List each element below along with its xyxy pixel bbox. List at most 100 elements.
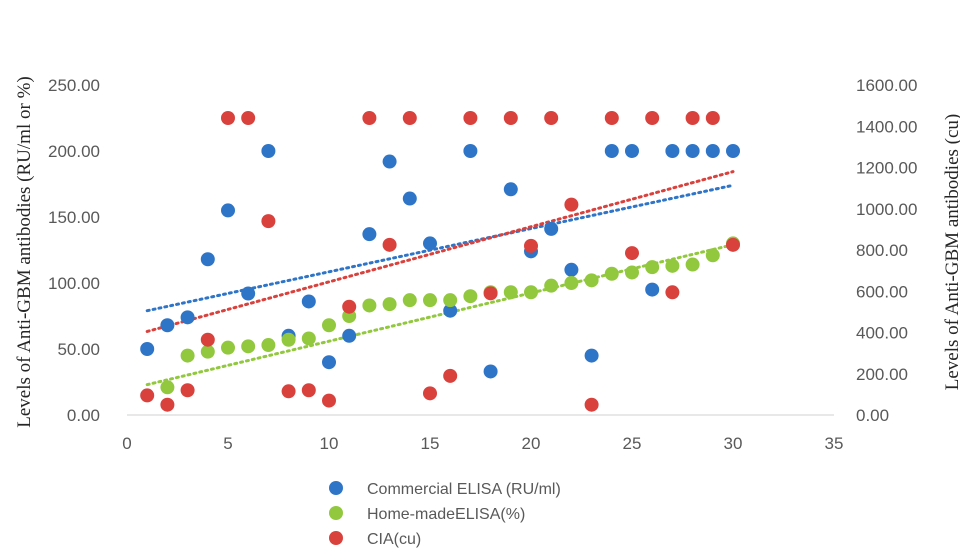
y-left-axis-title: Levels of Anti-GBM antibodies (RU/ml or …: [14, 76, 35, 427]
x-tick-label: 30: [724, 434, 743, 453]
point-series-2: [625, 265, 639, 280]
point-series-1: [322, 355, 336, 370]
point-series-3: [402, 111, 417, 125]
point-series-1: [443, 303, 458, 318]
point-series-2: [463, 289, 478, 304]
point-series-3: [301, 383, 316, 398]
point-series-3: [483, 286, 498, 301]
point-series-3: [665, 285, 680, 300]
trendline-series-3: [145, 170, 735, 333]
y-right-tick-label: 1200.00: [856, 159, 917, 178]
point-series-1: [685, 144, 700, 158]
y-right-axis-title: Levels of Anti-GBM antibodies (cu): [942, 114, 960, 391]
trendline-series-1: [145, 183, 735, 313]
point-series-1: [160, 318, 175, 333]
point-series-3: [160, 397, 175, 412]
point-series-3: [140, 388, 155, 403]
legend-marker: [329, 531, 343, 545]
y-right-tick-label: 1600.00: [856, 76, 917, 95]
point-series-2: [261, 338, 276, 353]
point-series-2: [503, 285, 518, 300]
point-series-3: [645, 111, 660, 125]
point-series-2: [645, 260, 660, 275]
y-left-tick-label: 100.00: [48, 274, 100, 293]
point-series-1: [544, 221, 559, 236]
point-series-2: [705, 248, 720, 263]
point-series-2: [443, 293, 458, 308]
point-series-3: [261, 214, 276, 229]
y-right-tick-label: 200.00: [856, 365, 908, 384]
y-right-tick-label: 0.00: [856, 406, 889, 425]
y-left-tick-label: 50.00: [57, 340, 100, 359]
point-series-3: [200, 332, 215, 347]
point-series-2: [200, 344, 215, 359]
legend-label: Commercial ELISA (RU/ml): [367, 481, 561, 498]
point-series-3: [604, 111, 619, 125]
point-series-3: [625, 246, 639, 261]
point-series-1: [564, 262, 579, 277]
point-series-2: [665, 258, 680, 273]
point-series-1: [604, 144, 619, 158]
y-right-tick-label: 400.00: [856, 324, 908, 343]
point-series-2: [180, 348, 195, 363]
point-series-2: [564, 276, 579, 290]
point-series-3: [423, 386, 437, 401]
point-series-3: [524, 238, 538, 253]
point-series-2: [604, 266, 619, 281]
legend: Commercial ELISA (RU/ml) Home-madeELISA(%…: [329, 481, 561, 548]
point-series-1: [483, 364, 498, 379]
point-series-3: [362, 111, 377, 125]
point-series-3: [382, 237, 397, 252]
point-series-3: [322, 393, 336, 408]
y-right-tick-label: 1400.00: [856, 117, 917, 136]
point-series-2: [322, 318, 336, 333]
point-series-1: [241, 286, 256, 301]
x-tick-label: 15: [421, 434, 440, 453]
point-series-2: [241, 339, 256, 354]
point-series-3: [180, 383, 195, 398]
point-series-1: [503, 182, 518, 197]
trendline-series-2: [145, 243, 735, 387]
x-tick-label: 20: [522, 434, 541, 453]
point-series-3: [281, 384, 296, 399]
point-series-3: [564, 197, 579, 212]
point-series-1: [180, 310, 195, 325]
legend-label: Home-madeELISA(%): [367, 506, 525, 523]
point-series-1: [342, 328, 357, 343]
point-series-1: [221, 203, 235, 218]
point-series-1: [301, 294, 316, 309]
point-series-2: [402, 293, 417, 308]
y-right-tick-label: 1000.00: [856, 200, 917, 219]
x-tick-label: 0: [122, 434, 131, 453]
point-series-3: [463, 111, 478, 125]
point-series-2: [423, 293, 437, 308]
point-series-3: [544, 111, 559, 125]
point-series-1: [200, 252, 215, 267]
point-series-3: [342, 299, 357, 314]
point-series-2: [362, 298, 377, 313]
point-series-1: [625, 144, 639, 158]
point-series-1: [362, 227, 377, 242]
y-right-tick-labels: 0.00 200.00 400.00 600.00 800.00 1000.00 1200.…: [856, 76, 917, 425]
y-right-tick-label: 600.00: [856, 282, 908, 301]
point-series-3: [726, 237, 740, 252]
point-series-3: [705, 111, 720, 125]
legend-label: CIA(cu): [367, 531, 421, 548]
point-series-2: [281, 332, 296, 347]
y-left-tick-label: 150.00: [48, 208, 100, 227]
y-left-tick-label: 200.00: [48, 142, 100, 161]
y-left-tick-label: 250.00: [48, 76, 100, 95]
point-series-2: [685, 257, 700, 272]
point-series-3: [241, 111, 256, 125]
point-series-1: [705, 144, 720, 158]
trendlines: [145, 170, 735, 387]
y-right-tick-label: 800.00: [856, 241, 908, 260]
point-series-1: [726, 144, 740, 158]
x-tick-label: 25: [623, 434, 642, 453]
data-points: [140, 111, 740, 412]
point-series-1: [423, 236, 437, 251]
point-series-1: [382, 154, 397, 169]
point-series-3: [443, 368, 458, 383]
